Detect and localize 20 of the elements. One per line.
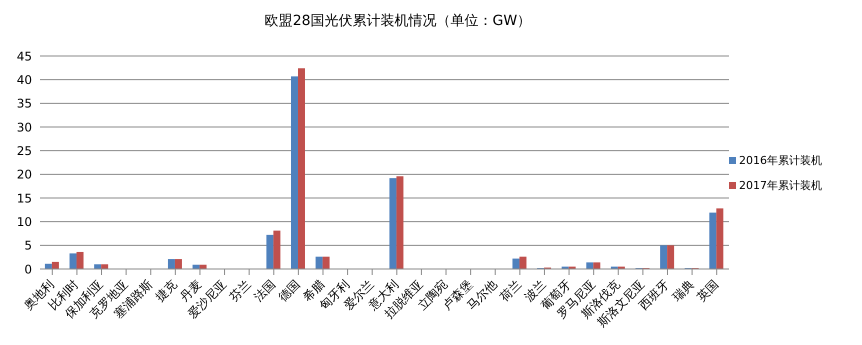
x-tick-label: 德国 <box>276 277 303 304</box>
x-tick-label: 法国 <box>251 277 278 304</box>
chart-title: 欧盟28国光伏累计装机情况（单位：GW） <box>264 12 532 30</box>
legend-label: 2016年累计装机 <box>739 152 822 168</box>
x-tick-label: 瑞典 <box>670 277 696 304</box>
x-tick-label: 荷兰 <box>497 277 524 304</box>
y-tick-label: 5 <box>24 238 32 253</box>
y-tick-label: 0 <box>24 262 32 276</box>
x-tick-label: 英国 <box>694 277 722 304</box>
y-tick-label: 45 <box>16 49 32 64</box>
y-tick-label: 40 <box>16 72 32 87</box>
y-tick-label: 10 <box>16 214 32 229</box>
x-tick-label: 捷克 <box>152 277 180 304</box>
y-tick-label: 25 <box>16 144 32 158</box>
y-tick-label: 20 <box>16 168 32 182</box>
y-tick-label: 35 <box>16 96 32 111</box>
x-tick-label: 芬兰 <box>226 277 254 304</box>
y-tick-label: 30 <box>16 120 32 134</box>
y-tick-label: 15 <box>16 191 32 206</box>
legend-label: 2017年累计装机 <box>739 178 822 192</box>
